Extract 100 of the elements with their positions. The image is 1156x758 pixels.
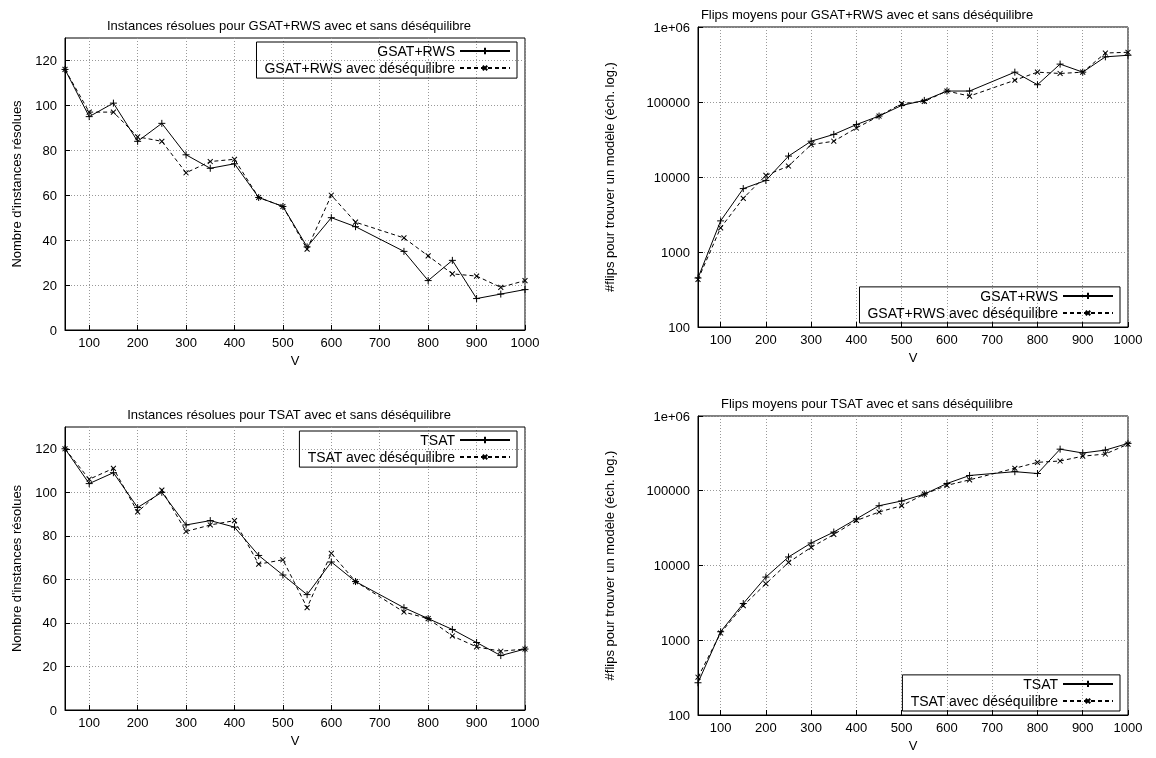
y-tick-label: 10000 xyxy=(653,558,690,573)
point xyxy=(740,195,747,202)
point xyxy=(304,604,311,611)
point xyxy=(496,290,505,299)
point xyxy=(109,99,118,108)
x-tick-label: 500 xyxy=(272,715,294,730)
point xyxy=(898,502,905,509)
point xyxy=(449,633,456,639)
point xyxy=(207,158,214,165)
point xyxy=(255,561,262,568)
y-tick-label: 100 xyxy=(35,97,57,113)
point xyxy=(85,112,94,121)
chart-title: Instances résolues pour TSAT avec et sans déséquilibre xyxy=(127,407,451,422)
y-tick-label: 100 xyxy=(35,484,57,500)
point xyxy=(739,184,748,193)
point xyxy=(965,471,974,480)
point xyxy=(875,501,884,510)
point xyxy=(328,192,335,199)
point xyxy=(110,109,117,116)
x-tick-label: 400 xyxy=(223,715,246,730)
point xyxy=(158,138,165,145)
x-tick-label: 800 xyxy=(1026,332,1049,347)
point xyxy=(157,119,166,128)
point xyxy=(134,508,141,515)
x-tick-label: 100 xyxy=(709,720,732,735)
y-tick-label: 40 xyxy=(42,232,57,248)
point xyxy=(473,643,480,650)
point xyxy=(521,285,529,294)
y-tick-label: 40 xyxy=(42,615,57,631)
point xyxy=(183,528,190,535)
y-tick-label: 0 xyxy=(49,702,57,718)
y-tick-label: 0 xyxy=(49,322,57,338)
point xyxy=(449,270,456,277)
y-axis-title: Nombre d'instances résolues xyxy=(9,99,24,268)
point xyxy=(351,222,360,231)
point xyxy=(231,517,238,524)
point xyxy=(717,224,724,231)
point xyxy=(966,93,973,100)
point xyxy=(853,125,860,131)
legend-label: GSAT+RWS xyxy=(377,43,455,59)
legend-label: TSAT xyxy=(1023,675,1059,692)
point xyxy=(1078,448,1087,457)
point xyxy=(1033,80,1042,89)
point xyxy=(784,552,793,561)
y-axis-title: #flips pour trouver un modèle (éch. log.) xyxy=(602,450,617,681)
x-tick-label: 300 xyxy=(175,335,197,350)
point xyxy=(278,571,287,580)
point xyxy=(400,609,407,616)
point xyxy=(1011,465,1018,472)
point xyxy=(1057,70,1064,77)
point xyxy=(1010,68,1019,77)
point xyxy=(304,246,311,253)
point xyxy=(303,590,312,599)
chart-title: Flips moyens pour TSAT avec et sans déséquilibre xyxy=(721,396,1013,411)
x-tick-label: 300 xyxy=(800,332,823,347)
chart-title: Instances résolues pour GSAT+RWS avec et sans déséquilibre xyxy=(106,18,472,33)
y-tick-label: 1000 xyxy=(661,632,690,648)
point xyxy=(1056,445,1065,454)
point xyxy=(497,284,504,291)
point xyxy=(1057,458,1064,464)
y-tick-label: 1e+06 xyxy=(653,408,690,424)
point xyxy=(785,559,792,566)
y-tick-label: 100 xyxy=(668,319,690,335)
point xyxy=(399,247,408,256)
y-axis-title: #flips pour trouver un modèle (éch. log.) xyxy=(602,62,617,292)
point xyxy=(717,630,724,636)
x-tick-label: 200 xyxy=(126,335,149,350)
x-tick-label: 300 xyxy=(175,715,197,730)
x-axis-title: V xyxy=(290,352,300,368)
x-tick-label: 500 xyxy=(272,335,294,350)
y-tick-label: 60 xyxy=(42,187,57,203)
y-tick-label: 20 xyxy=(42,658,57,674)
point xyxy=(1079,453,1086,460)
point xyxy=(472,638,481,647)
point xyxy=(694,678,702,687)
y-tick-label: 60 xyxy=(42,571,57,587)
point xyxy=(522,277,528,284)
point xyxy=(1033,469,1042,478)
point xyxy=(808,141,815,148)
point xyxy=(448,625,457,634)
x-tick-label: 700 xyxy=(981,332,1004,347)
x-tick-label: 1000 xyxy=(1113,720,1143,735)
point xyxy=(425,252,432,259)
point xyxy=(761,573,770,582)
point xyxy=(807,539,816,547)
x-tick-label: 800 xyxy=(1026,720,1049,735)
x-tick-label: 500 xyxy=(890,332,913,347)
legend-label: GSAT+RWS avec déséquilibre xyxy=(867,304,1059,321)
x-tick-label: 900 xyxy=(465,715,488,730)
x-tick-label: 600 xyxy=(320,715,343,730)
y-tick-label: 1e+06 xyxy=(653,19,690,35)
legend-label: TSAT xyxy=(420,432,456,448)
point xyxy=(1034,69,1041,76)
x-axis-title: V xyxy=(908,349,918,365)
point xyxy=(303,242,312,251)
legend-label: TSAT avec déséquilibre xyxy=(910,692,1059,709)
point xyxy=(965,87,974,96)
point xyxy=(762,580,769,587)
point xyxy=(785,163,792,170)
point xyxy=(206,164,215,173)
